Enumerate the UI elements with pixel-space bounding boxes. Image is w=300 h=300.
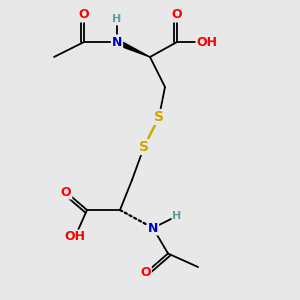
Text: O: O bbox=[172, 8, 182, 22]
Text: N: N bbox=[112, 35, 122, 49]
Text: S: S bbox=[139, 140, 149, 154]
Text: H: H bbox=[112, 14, 122, 25]
Text: O: O bbox=[61, 185, 71, 199]
Text: OH: OH bbox=[64, 230, 86, 244]
Text: H: H bbox=[172, 211, 182, 221]
Text: N: N bbox=[148, 221, 158, 235]
Text: O: O bbox=[140, 266, 151, 280]
Text: OH: OH bbox=[196, 35, 218, 49]
Polygon shape bbox=[116, 40, 150, 57]
Text: O: O bbox=[79, 8, 89, 22]
Text: S: S bbox=[154, 110, 164, 124]
